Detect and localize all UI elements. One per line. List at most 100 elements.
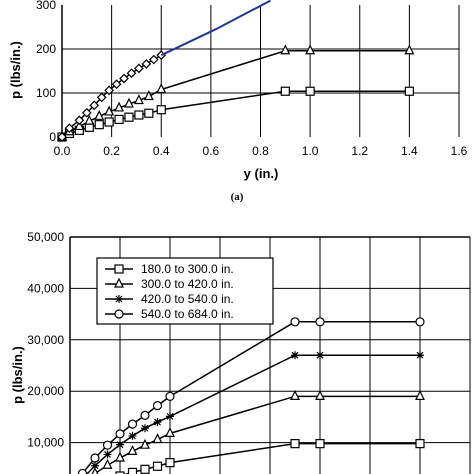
data-point-series-4 [90,453,100,463]
data-point-series-4 [315,317,325,327]
data-point-series-2 [74,120,85,131]
x-tick-label: 0.6 [203,144,220,158]
x-tick-label: 1.0 [302,144,319,158]
y-tick-label: 10,000 [27,436,64,450]
x-axis-label-a: y (in.) [244,166,279,181]
data-point-series-3 [316,351,324,360]
series-line-1 [61,90,410,138]
data-point-series-3 [91,461,99,470]
legend-box [96,257,274,325]
legend-marker [114,309,124,319]
data-point-series-3 [103,450,112,459]
data-point-series-4 [165,391,175,401]
data-point-series-3 [126,68,137,79]
data-point-series-2 [156,83,167,94]
data-point-series-3 [148,54,159,65]
x-tick-label: 1.6 [451,144,468,158]
y-tick-label: 40,000 [27,281,64,295]
data-point-series-1 [127,467,138,474]
data-point-series-3 [111,79,122,90]
data-point-series-1 [140,464,150,474]
series-line-2 [61,50,410,138]
data-point-series-2 [152,433,163,444]
series-line-4 [160,0,271,57]
legend-entry: 300.0 to 420.0 in. [141,277,234,291]
data-point-series-3 [141,424,149,433]
y-tick-label: 30,000 [27,333,64,347]
data-point-series-3 [96,92,107,103]
data-point-series-3 [81,107,92,118]
data-point-series-3 [116,440,124,449]
data-point-series-3 [141,59,152,69]
data-point-series-3 [119,73,129,84]
data-point-series-2 [104,105,115,116]
data-point-series-2 [127,444,138,455]
data-point-series-3 [153,418,162,427]
legend: 180.0 to 300.0 in.300.0 to 420.0 in.420.… [96,257,274,325]
panel-label-a: (a) [231,191,244,203]
y-tick-label: 200 [36,42,56,56]
data-point-series-2 [94,109,105,120]
data-point-series-4 [290,317,300,327]
data-point-series-3 [291,351,299,360]
plot-a: 0.0 0.2 0.4 0.6 0.8 1.0 1.2 1.4 1.6 0 100 200 300 [36,0,468,158]
x-tick-label: 1.2 [351,144,368,158]
data-point-series-3 [104,85,114,96]
legend-entry: 540.0 to 684.0 in. [141,307,234,321]
x-tick-label: 0.2 [103,144,120,158]
y-tick-label: 50,000 [27,230,64,244]
data-point-series-3 [64,123,75,134]
data-point-series-1 [156,105,166,115]
x-tick-label: 0.4 [153,144,170,158]
data-point-series-2 [102,458,113,469]
data-point-series-4 [140,410,150,420]
data-point-series-4 [115,429,125,439]
data-point-series-1 [290,439,300,449]
data-point-series-1 [124,112,134,122]
data-point-series-2 [143,90,154,101]
data-point-series-4 [152,400,163,411]
x-tick-label: 0.8 [252,144,269,158]
data-point-series-4 [102,440,113,450]
x-tick-label: 1.4 [401,144,418,158]
x-tick-label: 0.0 [54,144,71,158]
data-point-series-2 [84,114,95,125]
data-point-series-3 [89,100,100,111]
data-point-series-4 [415,317,425,327]
data-point-series-1 [280,86,290,96]
data-point-series-1 [404,86,414,96]
data-point-series-1 [152,461,163,471]
legend-marker [115,295,123,303]
data-point-series-2 [114,101,125,112]
data-point-series-2 [91,467,99,474]
data-point-series-2 [140,438,150,449]
y-axis-label-b: p (lbs/in.) [10,346,25,404]
data-point-series-2 [133,94,144,105]
y-tick-label: 20,000 [27,384,64,398]
data-point-series-1 [104,117,114,127]
data-point-series-1 [115,471,125,474]
data-point-series-1 [144,108,154,118]
data-point-series-1 [415,439,425,449]
legend-entry: 180.0 to 300.0 in. [141,262,234,276]
data-point-series-1 [315,439,325,449]
data-point-series-2 [404,44,415,55]
legend-marker [114,264,124,274]
data-point-series-2 [315,389,325,400]
data-point-series-3 [416,351,424,360]
data-point-series-1 [134,110,144,120]
data-point-series-3 [74,115,85,126]
data-point-series-2 [415,389,425,400]
data-point-series-1 [305,86,315,96]
data-point-series-3 [128,431,137,440]
data-point-series-3 [57,132,67,142]
y-axis-label-a: p (lbs/in.) [8,41,23,99]
data-point-series-3 [166,412,174,421]
data-point-series-1 [94,120,104,130]
data-point-series-2 [305,44,316,55]
series-line-3 [85,354,420,474]
legend-entry: 420.0 to 540.0 in. [141,292,234,306]
data-point-series-2 [280,44,291,55]
legend-marker [114,277,124,288]
